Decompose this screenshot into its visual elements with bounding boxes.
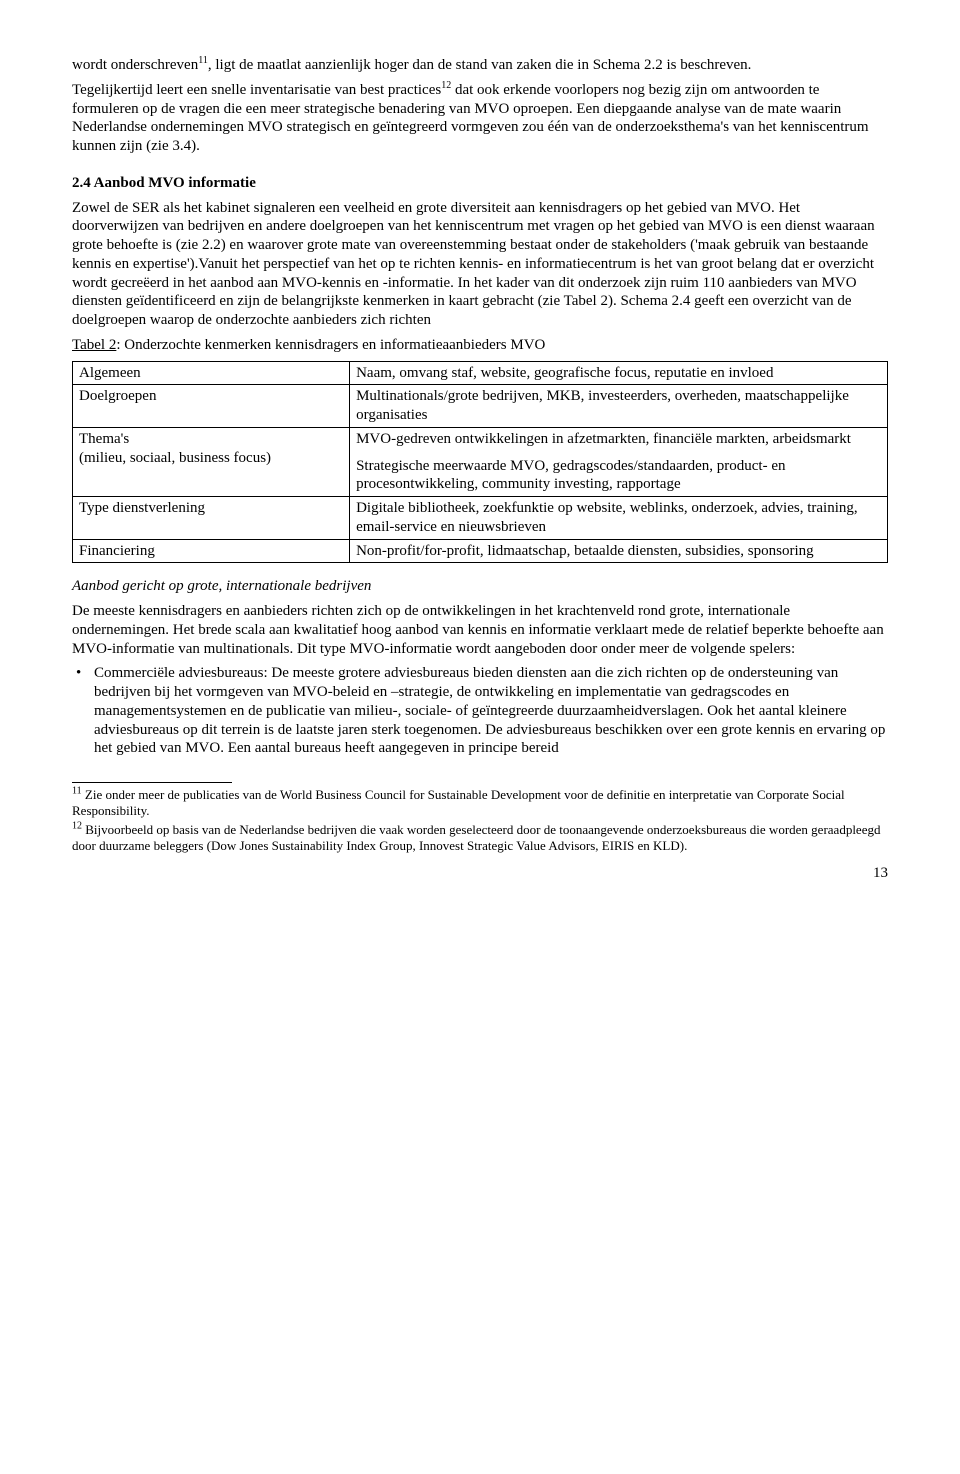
text: Tegelijkertijd leert een snelle inventar… xyxy=(72,82,441,98)
table-cell-left: Algemeen xyxy=(73,361,350,385)
table-caption-label: Tabel 2 xyxy=(72,337,116,353)
table-row: FinancieringNon-profit/for-profit, lidma… xyxy=(73,539,888,563)
page-number: 13 xyxy=(72,864,888,883)
footnotes: 11 Zie onder meer de publicaties van de … xyxy=(72,787,888,854)
bullet-list: Commerciële adviesbureaus: De meeste gro… xyxy=(72,664,888,758)
table-cell-right: MVO-gedreven ontwikkelingen in afzetmark… xyxy=(350,427,888,496)
table-kenmerken: AlgemeenNaam, omvang staf, website, geog… xyxy=(72,361,888,564)
footnote-11: 11 Zie onder meer de publicaties van de … xyxy=(72,787,888,820)
footnote-ref-12: 12 xyxy=(441,80,451,91)
footnote-text: Bijvoorbeeld op basis van de Nederlandse… xyxy=(72,822,880,853)
table-row: Type dienstverleningDigitale bibliotheek… xyxy=(73,497,888,540)
table-row: DoelgroepenMultinationals/grote bedrijve… xyxy=(73,385,888,428)
footnote-separator xyxy=(72,782,232,783)
footnote-number: 11 xyxy=(72,786,82,797)
subheading-aanbod: Aanbod gericht op grote, internationale … xyxy=(72,577,888,596)
table-cell-right: Naam, omvang staf, website, geografische… xyxy=(350,361,888,385)
table-row: Thema's(milieu, sociaal, business focus)… xyxy=(73,427,888,496)
text: wordt onderschreven xyxy=(72,57,198,73)
bullet-item: Commerciële adviesbureaus: De meeste gro… xyxy=(72,664,888,758)
paragraph-continuation: wordt onderschreven11, ligt de maatlat a… xyxy=(72,56,888,75)
table-cell-right: Non-profit/for-profit, lidmaatschap, bet… xyxy=(350,539,888,563)
footnote-text: Zie onder meer de publicaties van de Wor… xyxy=(72,787,845,818)
table-caption: Tabel 2: Onderzochte kenmerken kennisdra… xyxy=(72,336,888,355)
paragraph: Tegelijkertijd leert een snelle inventar… xyxy=(72,81,888,156)
footnote-ref-11: 11 xyxy=(198,55,208,66)
table-cell-left: Thema's(milieu, sociaal, business focus) xyxy=(73,427,350,496)
table-cell-right: Digitale bibliotheek, zoekfunktie op web… xyxy=(350,497,888,540)
footnote-number: 12 xyxy=(72,820,82,831)
paragraph: De meeste kennisdragers en aanbieders ri… xyxy=(72,602,888,658)
section-heading-2-4: 2.4 Aanbod MVO informatie xyxy=(72,174,888,193)
table-cell-left: Financiering xyxy=(73,539,350,563)
paragraph: Zowel de SER als het kabinet signaleren … xyxy=(72,199,888,330)
table-cell-left: Type dienstverlening xyxy=(73,497,350,540)
table-row: AlgemeenNaam, omvang staf, website, geog… xyxy=(73,361,888,385)
table-caption-text: : Onderzochte kenmerken kennisdragers en… xyxy=(116,337,545,353)
table-cell-left: Doelgroepen xyxy=(73,385,350,428)
table-cell-right: Multinationals/grote bedrijven, MKB, inv… xyxy=(350,385,888,428)
footnote-12: 12 Bijvoorbeeld op basis van de Nederlan… xyxy=(72,822,888,855)
text: , ligt de maatlat aanzienlijk hoger dan … xyxy=(208,57,752,73)
